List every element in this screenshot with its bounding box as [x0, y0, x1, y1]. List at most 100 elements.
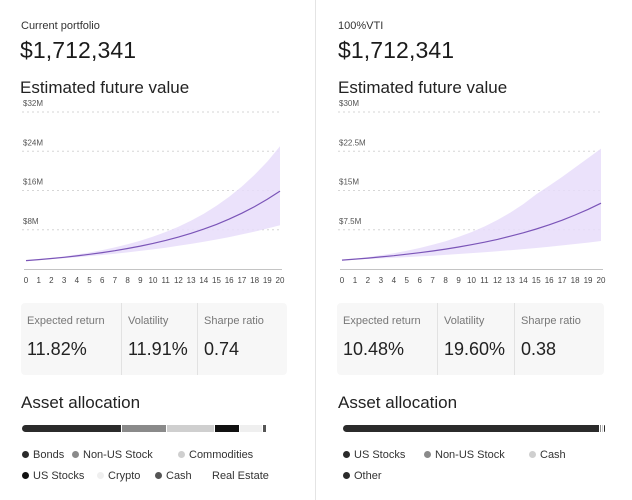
confidence-band	[26, 146, 280, 261]
x-tick-label: 13	[187, 276, 196, 285]
legend-item-non-us-stock: Non-US Stock	[72, 449, 153, 461]
x-tick-label: 10	[149, 276, 158, 285]
metric-sharpe-ratio: Sharpe ratio 0.74	[198, 303, 287, 375]
legend-item-us-stocks: US Stocks	[343, 449, 405, 461]
legend-label: Crypto	[108, 470, 141, 482]
x-tick-label: 16	[545, 276, 554, 285]
x-tick-label: 16	[225, 276, 234, 285]
portfolio-value: $1,712,341	[20, 37, 137, 63]
allocation-segment	[343, 425, 599, 432]
legend-label: Cash	[166, 470, 192, 482]
legend-dot	[201, 472, 208, 479]
legend-dot	[424, 451, 431, 458]
metric-divider	[197, 303, 198, 375]
median-line	[341, 202, 602, 261]
legend-dot	[22, 451, 29, 458]
x-tick-label: 9	[456, 276, 461, 285]
x-tick-label: 4	[392, 276, 397, 285]
x-tick-label: 20	[597, 276, 606, 285]
allocation-segment	[267, 425, 268, 432]
x-tick-label: 1	[353, 276, 358, 285]
legend-dot	[343, 451, 350, 458]
metric-value: 0.38	[521, 339, 557, 359]
x-tick-label: 11	[162, 276, 171, 285]
legend-item-bonds: Bonds	[22, 449, 64, 461]
metric-label: Volatility	[444, 315, 485, 327]
x-tick-label: 12	[174, 276, 183, 285]
metric-value: 10.48%	[343, 339, 405, 359]
y-tick-label: $16M	[23, 178, 43, 187]
x-tick-label: 18	[571, 276, 580, 285]
allocation-segment	[214, 425, 239, 432]
metric-label: Volatility	[128, 315, 169, 327]
allocation-segment	[239, 425, 263, 432]
x-tick-label: 11	[480, 276, 489, 285]
allocation-segment	[263, 425, 266, 432]
panel-divider	[315, 0, 316, 500]
chart-title: Estimated future value	[338, 78, 508, 97]
legend-label: Non-US Stock	[83, 449, 153, 461]
legend-item-cash: Cash	[155, 470, 192, 482]
allocation-legend: US Stocks Non-US Stock Cash Other	[343, 449, 613, 489]
metric-label: Expected return	[27, 315, 105, 327]
x-tick-label: 7	[430, 276, 435, 285]
x-tick-label: 12	[493, 276, 502, 285]
x-tick-label: 6	[100, 276, 105, 285]
y-tick-label: $30M	[339, 100, 359, 108]
metric-label: Expected return	[343, 315, 421, 327]
x-tick-label: 5	[87, 276, 92, 285]
legend-label: Commodities	[189, 449, 254, 461]
allocation-bar	[22, 425, 272, 432]
metric-value: 11.82%	[27, 339, 87, 359]
x-tick-label: 0	[24, 276, 29, 285]
x-tick-label: 17	[558, 276, 567, 285]
median-line	[25, 190, 281, 262]
asset-allocation-title: Asset allocation	[21, 393, 141, 412]
metric-volatility: Volatility 11.91%	[122, 303, 197, 375]
legend-dot	[22, 472, 29, 479]
x-tick-label: 8	[125, 276, 130, 285]
allocation-segment	[602, 425, 604, 432]
legend-label: Non-US Stock	[435, 449, 505, 461]
allocation-segment	[167, 425, 214, 432]
x-tick-label: 5	[405, 276, 410, 285]
allocation-segment	[122, 425, 166, 432]
metric-divider	[121, 303, 122, 375]
x-tick-label: 10	[467, 276, 476, 285]
x-tick-label: 19	[263, 276, 272, 285]
x-tick-label: 4	[75, 276, 80, 285]
x-tick-label: 2	[49, 276, 54, 285]
metric-volatility: Volatility 19.60%	[438, 303, 514, 375]
legend-item-crypto: Crypto	[97, 470, 140, 482]
y-tick-label: $32M	[23, 100, 43, 108]
allocation-segment	[22, 425, 121, 432]
legend-item-us-stocks: US Stocks	[22, 470, 84, 482]
metric-label: Sharpe ratio	[204, 315, 264, 327]
portfolio-caption: Current portfolio	[21, 20, 100, 32]
allocation-segment	[603, 425, 605, 432]
x-tick-label: 3	[379, 276, 384, 285]
legend-label: US Stocks	[33, 470, 85, 482]
metric-value: 19.60%	[444, 339, 506, 359]
x-tick-label: 15	[212, 276, 221, 285]
x-tick-label: 6	[417, 276, 422, 285]
allocation-segment	[599, 425, 602, 432]
x-tick-label: 17	[237, 276, 246, 285]
metric-value: 0.74	[204, 339, 240, 359]
metrics-card: Expected return 11.82% Volatility 11.91%…	[21, 303, 287, 375]
metrics-card: Expected return 10.48% Volatility 19.60%…	[337, 303, 604, 375]
metric-divider	[437, 303, 438, 375]
confidence-band	[342, 148, 601, 261]
legend-label: Cash	[540, 449, 566, 461]
legend-dot	[72, 451, 79, 458]
legend-dot	[155, 472, 162, 479]
legend-item-cash: Cash	[529, 449, 566, 461]
metric-label: Sharpe ratio	[521, 315, 581, 327]
chart-title: Estimated future value	[20, 78, 190, 97]
legend-dot	[178, 451, 185, 458]
x-tick-label: 8	[443, 276, 448, 285]
legend-label: Bonds	[33, 449, 65, 461]
x-tick-label: 0	[340, 276, 345, 285]
